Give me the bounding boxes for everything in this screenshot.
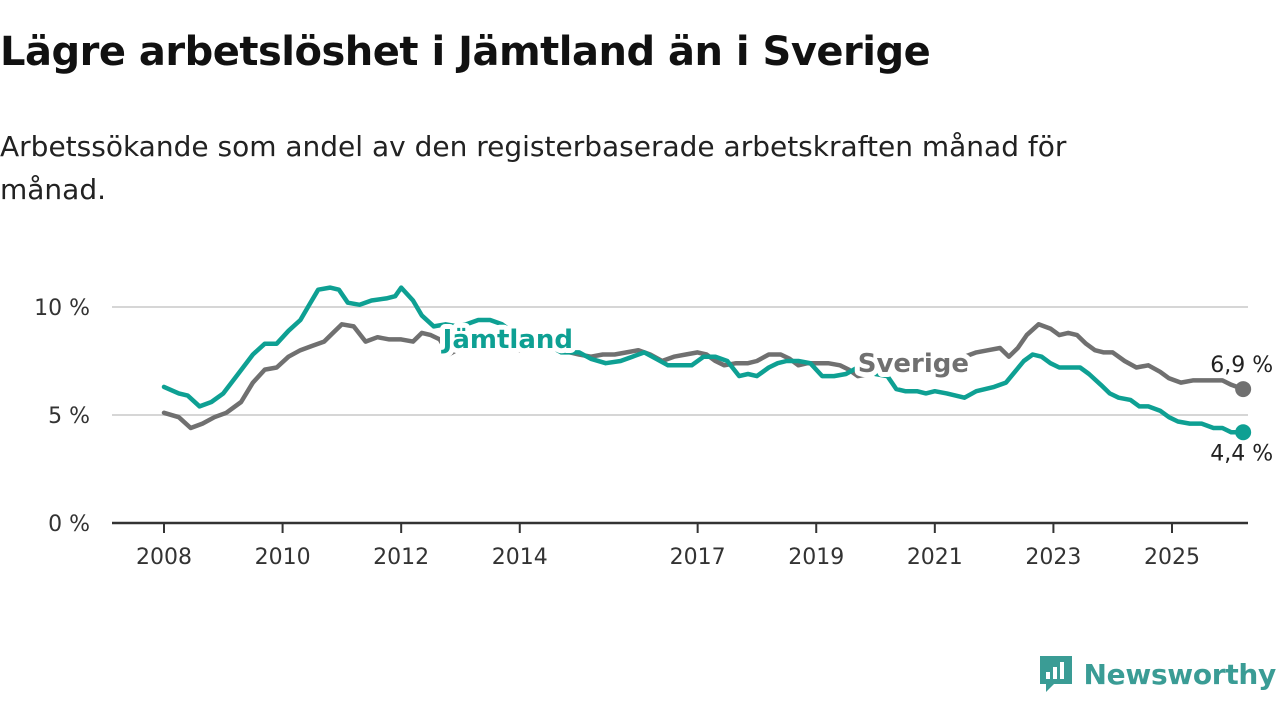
series-labels: Jämtland Sverige <box>436 320 974 384</box>
x-tick-label: 2025 <box>1144 545 1200 570</box>
series-label-jämtland: Jämtland <box>441 325 573 355</box>
line-chart: 0 %5 %10 % 2008 2010 2012 2014 2017 2019 2021 2… <box>34 285 1273 570</box>
brand-name: Newsworthy <box>1083 657 1277 691</box>
end-value-label-jämtland: 4,4 % <box>1210 441 1273 466</box>
series-line-jämtland <box>161 285 1246 435</box>
y-tick-label: 0 % <box>48 512 90 537</box>
x-tick-label: 2021 <box>907 545 963 570</box>
chart-title: Lägre arbetslöshet i Jämtland än i Sveri… <box>0 29 931 75</box>
chart-subtitle: Arbetssökande som andel av den registerb… <box>0 130 1067 206</box>
y-axis-tick-labels: 0 % 5 % 10 % <box>34 296 90 537</box>
series-label-sverige: Sverige <box>858 349 969 379</box>
x-tick-label: 2012 <box>373 545 429 570</box>
y-tick-label: 10 % <box>34 296 90 321</box>
end-value-label-sverige: 6,9 % <box>1210 353 1273 378</box>
x-tick-label: 2017 <box>670 545 726 570</box>
brand-logo[interactable]: Newsworthy <box>1038 652 1276 696</box>
x-tick-label: 2010 <box>255 545 311 570</box>
x-tick-label: 2023 <box>1025 545 1081 570</box>
x-tick-label: 2019 <box>788 545 844 570</box>
newsworthy-logo-icon <box>1039 656 1072 692</box>
end-markers: 4,4 % 6,9 % <box>1210 353 1273 466</box>
x-tick-label: 2008 <box>136 545 192 570</box>
x-tick-label: 2014 <box>492 545 548 570</box>
gridlines <box>112 306 1248 416</box>
x-axis-tick-labels: 2008 2010 2012 2014 2017 2019 2021 2023 2025 <box>136 523 1200 570</box>
y-tick-label: 5 % <box>48 404 90 429</box>
end-marker-jämtland <box>1235 424 1252 441</box>
series-lines <box>161 285 1246 435</box>
end-marker-sverige <box>1235 381 1252 398</box>
series-line-sverige <box>161 322 1246 431</box>
